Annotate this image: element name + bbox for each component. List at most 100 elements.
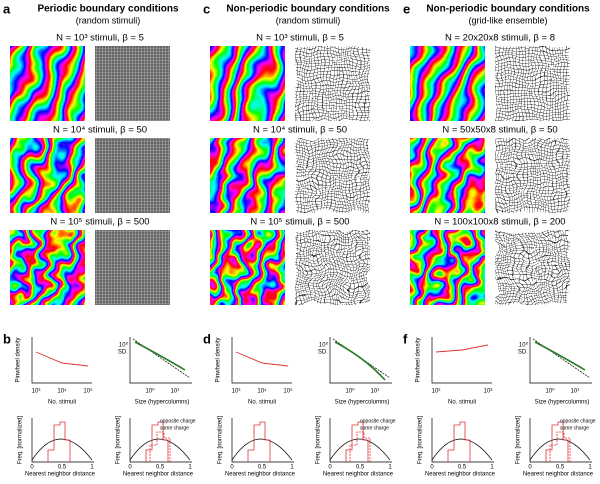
x-tick-label: 0 (30, 465, 34, 471)
axis-label: Pinwheel density (16, 337, 22, 382)
axes (329, 418, 392, 463)
retinotopic-grid (95, 230, 170, 305)
axis-label: Size (hypercolumns) (335, 400, 390, 406)
axis-label: Nearest neighbor distance (225, 472, 296, 478)
gaussian (329, 438, 391, 461)
histogram-dashed (549, 431, 571, 462)
x-tick-label: 10⁴ (57, 388, 67, 395)
x-tick-label: 10⁵ (283, 388, 293, 395)
retinotopic-grid (295, 138, 370, 213)
axis-label: Freq. [normalized] (418, 415, 424, 464)
axis-label: Freq. [normalized] (218, 415, 224, 464)
orientation-map (410, 230, 485, 305)
orientation-map (10, 46, 85, 121)
histogram-dashed (149, 431, 171, 462)
histogram (447, 421, 471, 462)
x-tick-label: 10¹ (371, 389, 380, 395)
gaussian (31, 438, 93, 461)
axis-label: No. stimuli (48, 400, 76, 406)
x-tick-label: 1 (90, 465, 94, 471)
axis-label: Freq. [normalized] (18, 415, 24, 464)
grid-mesh (95, 138, 170, 213)
x-tick-label: 1 (290, 465, 294, 471)
axis-label: Freq. [normalized] (516, 415, 522, 464)
axis-label: Pinwheel density (416, 337, 422, 382)
x-tick-label: 0 (328, 465, 332, 471)
x-tick-label: 10³ (232, 389, 241, 395)
axes (129, 337, 192, 384)
x-tick-label: 0 (128, 465, 132, 471)
y-tick-label: 10⁰ (319, 342, 329, 349)
panel-letter: f (403, 331, 408, 346)
orientation-stripes (10, 46, 85, 121)
orientation-stripes (410, 230, 485, 305)
panel-letter: c (203, 1, 210, 16)
orientation-stripes (10, 138, 85, 213)
x-tick-label: 10¹ (171, 389, 180, 395)
retinotopic-grid (295, 230, 370, 305)
x-tick-label: 0.5 (356, 465, 365, 471)
sd-reference (532, 338, 591, 379)
grid-mesh (95, 230, 170, 305)
x-tick-label: 10⁰ (545, 388, 555, 395)
axis-label: No. stimuli (448, 400, 476, 406)
histogram (145, 421, 169, 462)
gaussian (129, 438, 191, 461)
grid-mesh (295, 138, 370, 213)
orientation-map (10, 230, 85, 305)
axes (529, 418, 592, 463)
x-tick-label: 1 (388, 465, 392, 471)
axis-label: Nearest neighbor distance (123, 472, 194, 478)
density-curve (435, 344, 489, 353)
axis-label: SD (518, 350, 527, 356)
axis-label: Nearest neighbor distance (323, 472, 394, 478)
orientation-stripes (210, 230, 285, 305)
gaussian (231, 438, 293, 461)
axes (231, 337, 292, 384)
histogram (247, 421, 271, 462)
axes (31, 337, 92, 384)
x-tick-label: 10⁰ (345, 388, 355, 395)
grid-mesh (95, 46, 170, 121)
axes (231, 418, 294, 463)
x-tick-label: 1 (188, 465, 192, 471)
axis-label: SD (318, 350, 327, 356)
map-label: N = 10⁴ stimuli, β = 50 (253, 125, 347, 136)
retinotopic-grid (495, 230, 570, 305)
orientation-stripes (210, 46, 285, 121)
x-tick-label: 0.5 (258, 465, 267, 471)
orientation-stripes (410, 46, 485, 121)
axis-label: Freq. [normalized] (116, 415, 122, 464)
axis-label: Size (hypercolumns) (135, 400, 190, 406)
x-tick-label: 10³ (484, 389, 493, 395)
density-curve (235, 351, 289, 367)
axis-label: Nearest neighbor distance (523, 472, 594, 478)
retinotopic-grid (495, 46, 570, 121)
orientation-map (410, 138, 485, 213)
axis-label: Pinwheel density (216, 337, 222, 382)
x-tick-label: 0 (528, 465, 532, 471)
x-tick-label: 10³ (32, 389, 41, 395)
orientation-map (210, 46, 285, 121)
axes (329, 337, 392, 384)
y-tick-label: 10⁰ (119, 342, 129, 349)
panel-letter: d (203, 331, 211, 346)
retinotopic-grid (295, 46, 370, 121)
grid-mesh (295, 230, 370, 305)
legend-entry: same charge (160, 425, 189, 431)
density-curve (35, 351, 89, 367)
axis-label: Nearest neighbor distance (425, 472, 496, 478)
histogram (345, 421, 369, 462)
x-tick-label: 10⁰ (145, 388, 155, 395)
orientation-stripes (10, 230, 85, 305)
axis-label: No. stimuli (248, 400, 276, 406)
histogram (545, 421, 569, 462)
x-tick-label: 0.5 (156, 465, 165, 471)
grid-mesh (495, 230, 570, 305)
legend-entry: same charge (560, 425, 589, 431)
axes (31, 418, 94, 463)
legend-entry: opposite charge (560, 418, 596, 424)
x-tick-label: 0 (430, 465, 434, 471)
map-label: N = 20x20x8 stimuli, β = 8 (445, 33, 555, 44)
